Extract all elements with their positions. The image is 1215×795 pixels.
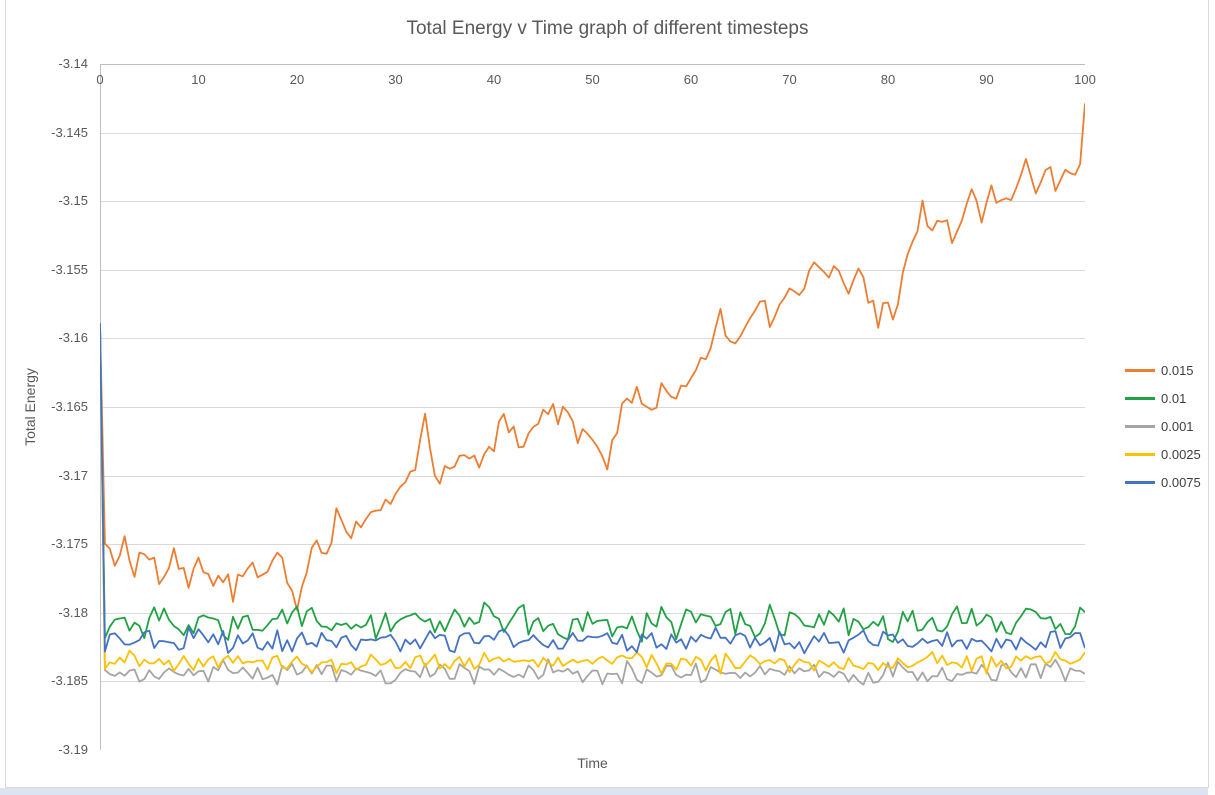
- legend-label: 0.01: [1161, 390, 1187, 406]
- y-tick-label: -3.16: [58, 330, 88, 346]
- y-tick-label: -3.17: [58, 467, 88, 483]
- legend-item-0.001[interactable]: 0.001: [1125, 412, 1201, 440]
- legend-swatch-icon: [1125, 368, 1155, 372]
- legend-swatch-icon: [1125, 452, 1155, 456]
- legend-item-0.01[interactable]: 0.01: [1125, 384, 1201, 412]
- y-tick-label: -3.18: [58, 604, 88, 620]
- y-tick-label: -3.145: [51, 124, 88, 140]
- plot-area[interactable]: [100, 64, 1085, 750]
- x-tick-label: 30: [388, 72, 403, 87]
- series-line-0.001[interactable]: [100, 323, 1085, 686]
- x-tick-label: 70: [782, 72, 797, 87]
- legend-item-0.0075[interactable]: 0.0075: [1125, 468, 1201, 496]
- x-tick-label: 20: [289, 72, 305, 87]
- legend-item-0.015[interactable]: 0.015: [1125, 356, 1201, 384]
- legend-label: 0.015: [1161, 362, 1194, 378]
- y-tick-label: -3.175: [51, 536, 88, 552]
- series-line-0.015[interactable]: [100, 103, 1085, 611]
- legend-swatch-icon: [1125, 396, 1155, 400]
- y-tick-label: -3.14: [58, 56, 88, 71]
- y-tick-label: -3.19: [58, 742, 88, 757]
- legend-item-0.0025[interactable]: 0.0025: [1125, 440, 1201, 468]
- chart-legend: 0.015 0.01 0.001 0.0025 0.0075: [1125, 356, 1201, 496]
- series-line-0.0025[interactable]: [100, 323, 1085, 675]
- series-line-0.01[interactable]: [100, 323, 1085, 643]
- x-tick-label: 60: [683, 72, 699, 87]
- legend-label: 0.0025: [1161, 446, 1201, 462]
- legend-label: 0.001: [1161, 418, 1194, 434]
- x-tick-label: 10: [191, 72, 206, 87]
- x-tick-label: 50: [585, 72, 600, 87]
- x-axis-title: Time: [577, 755, 608, 771]
- x-tick-label: 0: [96, 72, 104, 87]
- y-tick-label: -3.185: [51, 673, 88, 689]
- x-tick-label: 40: [486, 72, 502, 87]
- chart-area-border: [5, 0, 1209, 788]
- legend-label: 0.0075: [1161, 474, 1201, 490]
- x-tick-label: 90: [979, 72, 994, 87]
- legend-swatch-icon: [1125, 424, 1155, 428]
- window-bottom-strip: [0, 788, 1208, 795]
- x-tick-label: 100: [1074, 72, 1096, 87]
- y-tick-label: -3.165: [51, 399, 88, 414]
- series-line-0.0075[interactable]: [100, 323, 1085, 655]
- legend-swatch-icon: [1125, 480, 1155, 484]
- y-tick-label: -3.155: [51, 261, 88, 277]
- y-tick-label: -3.15: [58, 193, 88, 209]
- x-tick-label: 80: [880, 72, 896, 87]
- chart-title: Total Energy v Time graph of different t…: [406, 18, 809, 39]
